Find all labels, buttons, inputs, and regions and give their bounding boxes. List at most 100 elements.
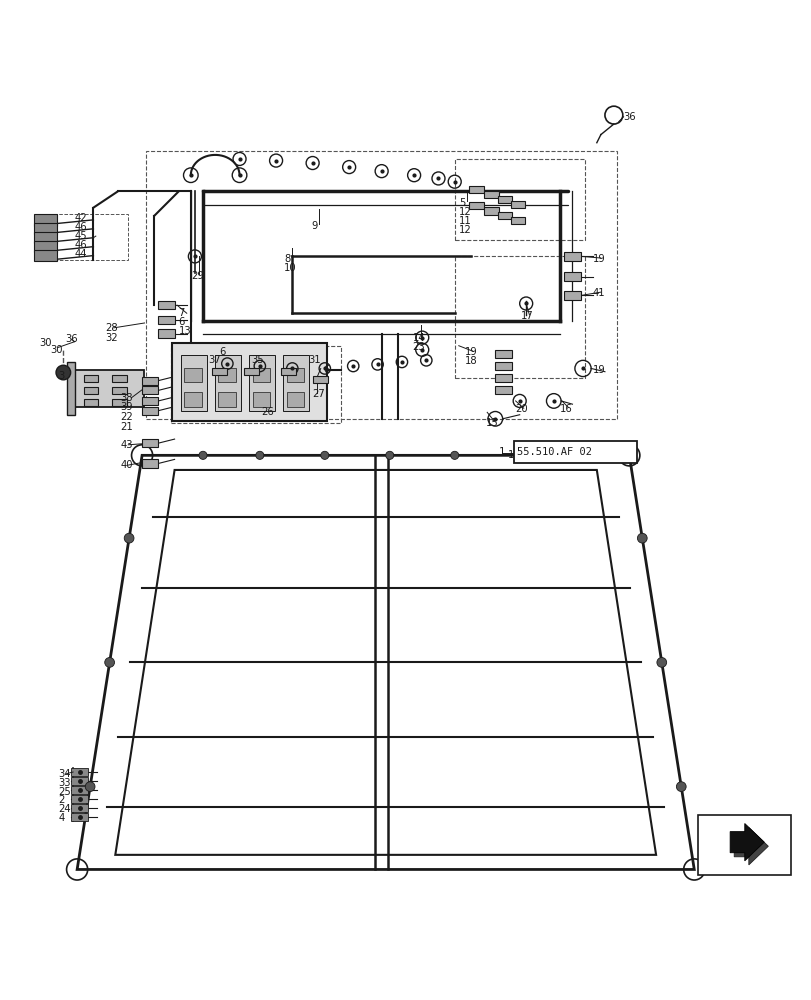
FancyBboxPatch shape bbox=[513, 441, 637, 463]
Bar bbox=[215, 355, 241, 411]
Circle shape bbox=[105, 658, 114, 667]
Bar bbox=[71, 777, 88, 785]
Text: 25: 25 bbox=[58, 787, 71, 797]
Text: 20: 20 bbox=[515, 404, 528, 414]
Bar bbox=[469, 202, 483, 209]
Circle shape bbox=[199, 451, 207, 459]
Bar bbox=[142, 386, 158, 394]
Circle shape bbox=[450, 451, 458, 459]
Text: 27: 27 bbox=[312, 389, 325, 399]
Bar bbox=[497, 212, 512, 219]
Bar bbox=[184, 368, 202, 382]
Bar bbox=[495, 362, 511, 370]
Bar bbox=[71, 768, 88, 776]
Text: 26: 26 bbox=[261, 407, 274, 417]
Text: 32: 32 bbox=[105, 333, 118, 343]
Text: 14: 14 bbox=[412, 333, 425, 343]
Text: 23: 23 bbox=[412, 342, 425, 352]
Bar bbox=[286, 368, 304, 382]
Text: 6: 6 bbox=[178, 317, 185, 327]
Text: 1: 1 bbox=[507, 450, 513, 460]
Text: 19: 19 bbox=[592, 365, 605, 375]
Circle shape bbox=[255, 451, 264, 459]
Bar bbox=[281, 368, 295, 375]
Bar bbox=[469, 186, 483, 193]
Circle shape bbox=[124, 533, 134, 543]
Text: 33: 33 bbox=[58, 778, 71, 788]
Text: 24: 24 bbox=[58, 804, 71, 814]
Bar bbox=[84, 387, 98, 394]
Text: 7: 7 bbox=[178, 308, 185, 318]
Bar bbox=[483, 207, 498, 215]
Text: 11: 11 bbox=[458, 216, 471, 226]
Bar bbox=[563, 291, 581, 300]
Text: 1: 1 bbox=[499, 447, 505, 457]
Bar bbox=[158, 301, 174, 309]
Polygon shape bbox=[729, 824, 763, 861]
Bar bbox=[510, 217, 525, 224]
Bar bbox=[252, 368, 270, 382]
Bar bbox=[212, 368, 226, 375]
Bar bbox=[142, 377, 158, 385]
Circle shape bbox=[56, 365, 71, 380]
Text: 37: 37 bbox=[208, 355, 221, 365]
Polygon shape bbox=[75, 370, 144, 407]
Text: 46: 46 bbox=[75, 240, 88, 250]
Bar bbox=[510, 201, 525, 208]
Text: 46: 46 bbox=[75, 222, 88, 232]
Bar bbox=[112, 387, 127, 394]
Bar bbox=[497, 196, 512, 203]
Bar bbox=[34, 241, 57, 252]
Bar bbox=[218, 368, 236, 382]
Text: 35: 35 bbox=[251, 355, 264, 365]
Text: 40: 40 bbox=[120, 460, 132, 470]
Bar bbox=[34, 223, 57, 234]
Bar bbox=[158, 329, 174, 338]
Text: 13: 13 bbox=[178, 326, 191, 336]
Text: 55.510.AF 02: 55.510.AF 02 bbox=[517, 447, 591, 457]
Text: 2: 2 bbox=[58, 795, 65, 805]
Polygon shape bbox=[733, 828, 767, 865]
Text: 12: 12 bbox=[458, 225, 471, 235]
Bar bbox=[181, 355, 207, 411]
Circle shape bbox=[580, 451, 588, 459]
Text: 22: 22 bbox=[120, 412, 133, 422]
Text: 31: 31 bbox=[308, 355, 321, 365]
Text: 8: 8 bbox=[284, 254, 290, 264]
Text: 4: 4 bbox=[58, 813, 65, 823]
Text: 43: 43 bbox=[120, 440, 132, 450]
Text: 5: 5 bbox=[458, 198, 465, 208]
Text: 42: 42 bbox=[75, 213, 88, 223]
Bar bbox=[495, 350, 511, 358]
Bar bbox=[249, 355, 275, 411]
Text: 44: 44 bbox=[75, 249, 87, 259]
Bar bbox=[313, 376, 328, 383]
Text: 10: 10 bbox=[284, 263, 297, 273]
Text: 30: 30 bbox=[39, 338, 51, 348]
Text: 41: 41 bbox=[592, 288, 605, 298]
Bar bbox=[158, 316, 174, 324]
Bar bbox=[244, 368, 259, 375]
Bar bbox=[71, 813, 88, 821]
Text: 29: 29 bbox=[191, 271, 204, 281]
Bar bbox=[252, 392, 270, 407]
Text: 19: 19 bbox=[465, 347, 478, 357]
Bar bbox=[184, 392, 202, 407]
Text: 6: 6 bbox=[323, 365, 329, 375]
FancyBboxPatch shape bbox=[172, 343, 327, 421]
Text: 39: 39 bbox=[120, 402, 133, 412]
Bar bbox=[142, 407, 158, 415]
Bar bbox=[218, 392, 236, 407]
Text: 6: 6 bbox=[219, 347, 225, 357]
Bar bbox=[84, 375, 98, 382]
Bar bbox=[142, 397, 158, 405]
Text: 28: 28 bbox=[105, 323, 118, 333]
Bar bbox=[283, 355, 309, 411]
Text: 45: 45 bbox=[75, 231, 88, 241]
Bar bbox=[34, 250, 57, 261]
Text: 17: 17 bbox=[521, 311, 534, 321]
FancyBboxPatch shape bbox=[697, 815, 790, 875]
Bar bbox=[286, 392, 304, 407]
Bar bbox=[71, 786, 88, 794]
Text: 21: 21 bbox=[120, 422, 133, 432]
